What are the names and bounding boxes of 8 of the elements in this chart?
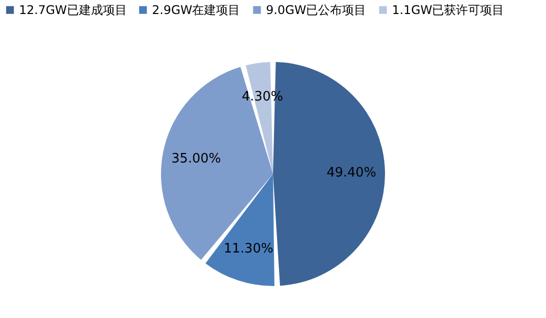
legend-label: 9.0GW已公布项目: [266, 3, 366, 17]
data-label: 4.30%: [242, 89, 284, 104]
data-label: 11.30%: [224, 241, 274, 256]
data-label: 49.40%: [326, 166, 376, 181]
data-label: 35.00%: [171, 151, 221, 166]
legend-label: 1.1GW已获许可项目: [392, 3, 504, 17]
legend-label: 2.9GW在建项目: [152, 3, 240, 17]
legend-label: 12.7GW已建成项目: [19, 3, 127, 17]
